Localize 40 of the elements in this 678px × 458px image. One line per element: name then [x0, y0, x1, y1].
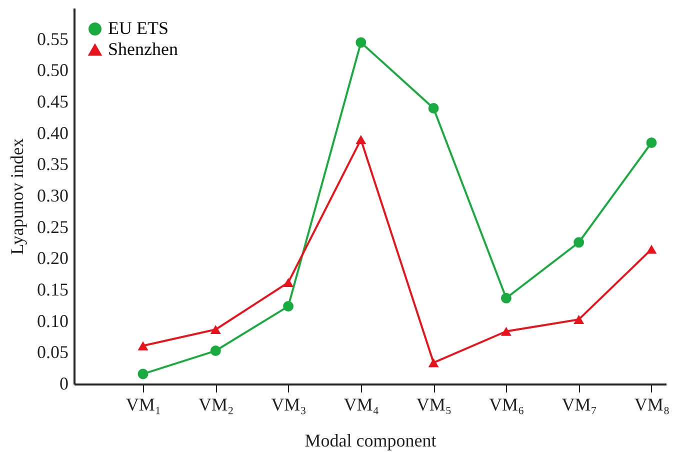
point — [646, 138, 657, 148]
y-tick-label: 0 — [60, 374, 68, 394]
point — [210, 324, 221, 334]
legend-label: EU ETS — [108, 18, 168, 38]
point — [500, 326, 512, 336]
x-tick-label: VM₃ — [271, 394, 306, 414]
point — [428, 358, 439, 368]
y-tick-label: 0.30 — [37, 186, 68, 206]
point — [283, 278, 294, 288]
x-tick-label: VM₆ — [489, 394, 524, 414]
y-axis-title: Lyapunov index — [7, 138, 27, 255]
point — [574, 237, 584, 248]
point — [646, 244, 657, 254]
y-tick-label: 0.25 — [37, 216, 68, 237]
x-axis-title: Modal component — [304, 430, 436, 450]
legend-label: Shenzhen — [108, 39, 178, 59]
y-tick-label: 0.40 — [37, 122, 68, 143]
x-tick-label: VM₁ — [126, 394, 162, 414]
x-tick-label: VM₅ — [416, 394, 452, 414]
y-tick-label: 0.35 — [37, 154, 68, 174]
point — [138, 368, 148, 380]
point — [356, 37, 366, 48]
x-tick-label: VM₇ — [562, 394, 597, 414]
point — [428, 103, 439, 114]
point — [356, 135, 366, 144]
x-tick-label: VM₈ — [634, 394, 670, 414]
point — [210, 346, 221, 356]
x-tick-label: VM₄ — [344, 394, 380, 414]
y-tick-label: 0.15 — [37, 280, 68, 300]
point — [283, 301, 294, 312]
y-tick-label: 0.45 — [37, 92, 68, 112]
x-tick-label: VM₂ — [198, 394, 234, 414]
y-tick-label: 0.10 — [37, 310, 68, 331]
point — [500, 292, 512, 304]
y-tick-label: 0.50 — [37, 60, 68, 80]
point — [138, 341, 148, 350]
point — [574, 314, 584, 324]
y-tick-label: 0.55 — [37, 28, 68, 49]
y-tick-label: 0.05 — [37, 342, 68, 362]
y-tick-label: 0.20 — [37, 248, 68, 268]
